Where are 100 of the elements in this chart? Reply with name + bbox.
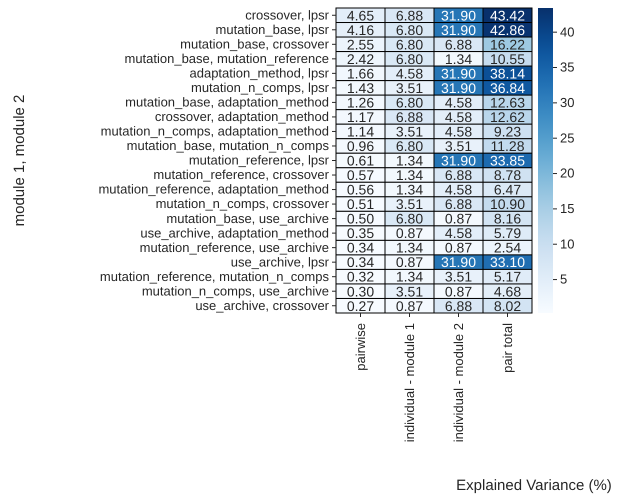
data-label: 1.17 [346, 108, 374, 125]
y-tick-label: mutation_n_comps, lpsr [190, 80, 330, 96]
data-label: 0.30 [346, 283, 374, 300]
data-label: 4.58 [444, 108, 472, 125]
data-label: 1.26 [346, 94, 374, 110]
data-label: 33.85 [490, 152, 526, 169]
data-label: 42.86 [490, 22, 526, 38]
data-label: 0.57 [346, 167, 374, 184]
data-label: 0.34 [346, 254, 374, 270]
data-label: 0.87 [396, 298, 424, 314]
y-tick-label: mutation_n_comps, adaptation_method [100, 124, 329, 139]
y-tick-label: mutation_base, mutation_n_comps [126, 138, 330, 154]
data-label: 0.87 [444, 283, 472, 300]
data-label: 9.23 [494, 123, 522, 140]
data-label: 10.55 [490, 50, 526, 67]
data-label: 10.90 [490, 196, 526, 212]
x-axis-title: Explained Variance (%) [456, 477, 612, 494]
data-label: 5.17 [494, 268, 522, 285]
data-label: 3.51 [396, 283, 424, 300]
color-bar-label: 30 [560, 95, 574, 110]
data-label: 2.54 [494, 240, 522, 256]
color-bar-label: 15 [560, 201, 574, 216]
data-label: 0.35 [346, 225, 374, 242]
data-label: 0.32 [346, 268, 374, 285]
y-tick-label: mutation_reference, crossover [153, 167, 330, 182]
data-label: 0.50 [346, 210, 374, 227]
color-bar-label: 20 [560, 166, 574, 181]
data-label: 4.68 [494, 283, 522, 300]
color-bar-label: 10 [560, 236, 574, 252]
data-label: 6.88 [444, 298, 472, 314]
y-tick-label: mutation_reference, adaptation_method [98, 182, 329, 197]
data-label: 6.80 [396, 36, 424, 52]
data-label: 31.90 [440, 254, 476, 270]
y-tick-label: crossover, adaptation_method [154, 109, 329, 124]
data-label: 31.90 [440, 80, 476, 96]
data-label: 0.87 [396, 225, 424, 242]
y-tick-label: mutation_base, adaptation_method [125, 94, 329, 110]
data-label: 4.58 [444, 94, 472, 110]
data-label: 6.80 [396, 210, 424, 227]
data-label: 11.28 [490, 138, 525, 154]
data-label: 8.02 [494, 298, 522, 314]
data-label: 1.34 [444, 50, 472, 67]
data-label: 0.56 [346, 182, 374, 198]
data-label: 6.88 [444, 167, 472, 184]
data-label: 3.51 [396, 123, 424, 140]
color-bar-label: 40 [560, 24, 574, 40]
color-bar-label: 25 [560, 130, 574, 146]
y-tick-label: mutation_n_comps, crossover [156, 196, 330, 212]
data-label: 8.16 [494, 210, 522, 227]
data-label: 43.42 [490, 7, 526, 24]
y-tick-label: mutation_n_comps, use_archive [142, 283, 329, 298]
data-label: 3.51 [396, 80, 424, 96]
data-label: 1.34 [396, 182, 424, 198]
data-label: 31.90 [440, 65, 476, 82]
y-tick-label: mutation_reference, lpsr [188, 152, 330, 168]
data-label: 0.51 [346, 196, 374, 212]
data-label: 3.51 [396, 196, 424, 212]
data-label: 1.34 [396, 268, 424, 285]
y-tick-label: mutation_base, crossover [180, 36, 330, 52]
data-label: 0.27 [346, 298, 374, 314]
data-label: 6.88 [444, 196, 472, 212]
data-label: 6.47 [494, 182, 522, 198]
y-tick-label: mutation_base, lpsr [216, 22, 330, 37]
data-label: 16.22 [490, 36, 526, 52]
color-bar-label: 5 [560, 272, 568, 287]
data-label: 33.10 [490, 254, 526, 270]
data-label: 1.43 [346, 80, 374, 96]
data-label: 6.80 [396, 22, 424, 38]
data-label: 0.87 [396, 254, 424, 270]
y-tick-label: use_archive, crossover [195, 298, 330, 313]
data-label: 2.55 [346, 36, 374, 52]
data-label: 4.58 [396, 65, 424, 82]
y-tick-label: use_archive, lpsr [230, 254, 330, 270]
y-tick-label: mutation_reference, use_archive [140, 240, 329, 255]
data-label: 1.14 [346, 123, 374, 140]
data-label: 1.34 [396, 167, 424, 184]
data-label: 6.88 [444, 36, 472, 52]
color-bar-label: 35 [560, 60, 574, 75]
data-label: 0.61 [346, 152, 374, 169]
y-tick-label: use_archive, adaptation_method [140, 225, 329, 240]
data-label: 31.90 [440, 7, 476, 24]
data-label: 5.79 [494, 225, 522, 242]
data-label: 0.87 [444, 210, 472, 227]
y-tick-label: mutation_reference, mutation_n_comps [100, 268, 330, 284]
data-label: 1.34 [396, 240, 424, 256]
data-label: 4.16 [346, 22, 374, 38]
data-label: 6.80 [396, 50, 424, 67]
data-label: 6.88 [396, 108, 424, 125]
data-label: 8.78 [494, 167, 522, 184]
x-tick-label: individual - module 1 [402, 323, 418, 442]
data-label: 38.14 [490, 65, 526, 82]
data-label: 6.80 [396, 94, 424, 110]
data-label: 2.42 [346, 50, 374, 67]
data-label: 0.34 [346, 240, 374, 256]
data-label: 31.90 [440, 152, 476, 169]
y-tick-label: mutation_base, mutation_reference [124, 50, 329, 66]
data-label: 4.65 [346, 7, 374, 24]
data-label: 0.87 [444, 240, 472, 256]
data-label: 12.62 [490, 108, 526, 125]
data-label: 4.58 [444, 182, 472, 198]
